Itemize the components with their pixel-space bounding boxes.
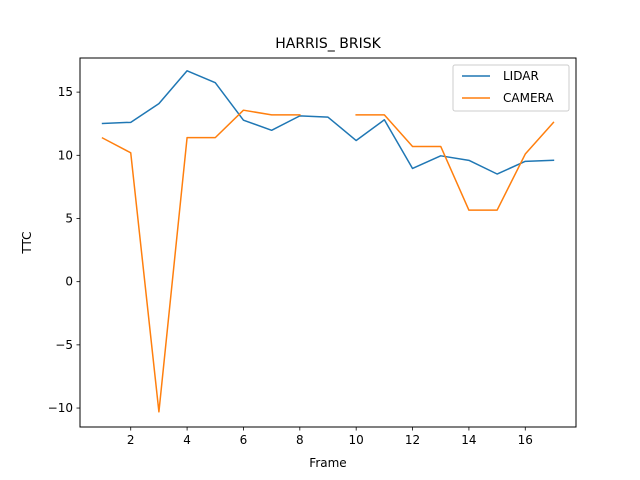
series-line-lidar	[101, 70, 555, 175]
series-layer	[101, 70, 555, 413]
x-tick-label: 8	[296, 433, 304, 447]
y-tick-label: 10	[58, 148, 73, 162]
legend-label-lidar: LIDAR	[503, 69, 539, 83]
x-tick-label: 10	[349, 433, 364, 447]
x-tick-label: 2	[127, 433, 135, 447]
y-tick-label: 0	[65, 275, 73, 289]
x-axis: 2 4 6 8 10 12 14 16	[127, 427, 533, 447]
y-axis-label: TTC	[20, 231, 34, 254]
y-tick-label: 15	[58, 85, 73, 99]
y-tick-label: 5	[65, 211, 73, 225]
y-axis: −10 −5 0 5 10 15	[48, 85, 80, 415]
plot-frame	[79, 57, 577, 428]
legend: LIDAR CAMERA	[452, 64, 570, 112]
legend-label-camera: CAMERA	[503, 91, 554, 105]
x-tick-label: 4	[183, 433, 191, 447]
x-tick-label: 14	[461, 433, 476, 447]
x-tick-label: 16	[518, 433, 533, 447]
series-line-camera	[101, 109, 555, 413]
x-tick-label: 12	[405, 433, 420, 447]
x-tick-label: 6	[240, 433, 248, 447]
x-axis-label: Frame	[309, 456, 346, 470]
y-tick-label: −10	[48, 401, 73, 415]
chart-title: HARRIS_ BRISK	[275, 36, 381, 52]
y-tick-label: −5	[55, 338, 73, 352]
